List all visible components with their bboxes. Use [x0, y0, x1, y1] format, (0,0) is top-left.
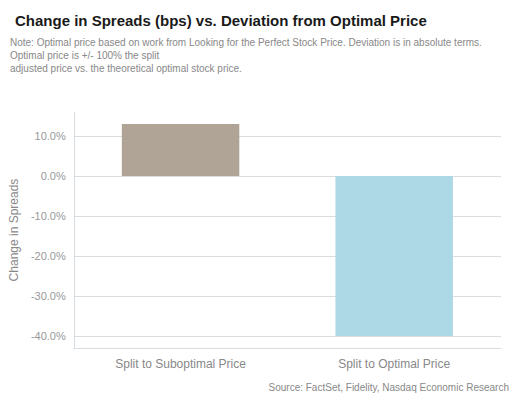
svg-text:Split to Optimal Price: Split to Optimal Price	[338, 357, 450, 371]
svg-text:Source: FactSet, Fidelity, Nas: Source: FactSet, Fidelity, Nasdaq Econom…	[269, 382, 509, 393]
svg-text:-40.0%: -40.0%	[31, 330, 66, 342]
svg-text:-30.0%: -30.0%	[31, 290, 66, 302]
svg-text:Optimal price is +/- 100% the: Optimal price is +/- 100% the split	[10, 50, 159, 61]
svg-text:Split to Suboptimal Price: Split to Suboptimal Price	[115, 357, 246, 371]
svg-text:adjusted price vs. the theoret: adjusted price vs. the theoretical optim…	[10, 63, 242, 74]
svg-text:Change in Spreads (bps) vs. De: Change in Spreads (bps) vs. Deviation fr…	[15, 12, 427, 29]
svg-text:Change in Spreads: Change in Spreads	[7, 179, 21, 282]
svg-text:Note: Optimal price based on w: Note: Optimal price based on work from L…	[10, 37, 485, 48]
svg-text:0.0%: 0.0%	[41, 170, 66, 182]
svg-text:-10.0%: -10.0%	[31, 210, 66, 222]
svg-text:10.0%: 10.0%	[35, 130, 66, 142]
svg-text:-20.0%: -20.0%	[31, 250, 66, 262]
